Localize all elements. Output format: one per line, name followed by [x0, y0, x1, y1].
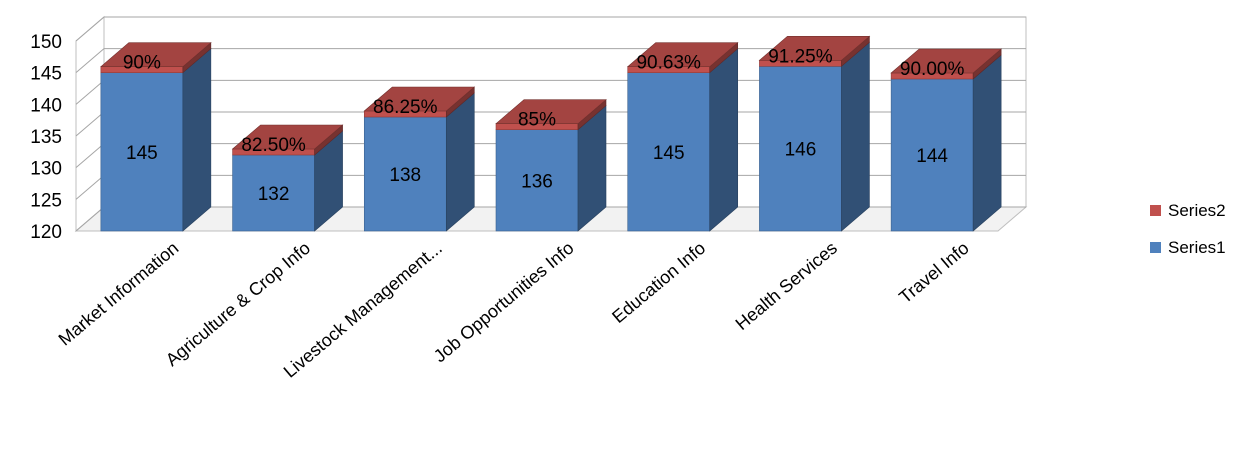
bar-series1-side: [841, 41, 870, 232]
category-label: Health Services: [732, 238, 841, 334]
data-label-series1: 136: [521, 171, 553, 192]
category-label: Travel Info: [895, 238, 972, 308]
bar-series2-top: [100, 42, 212, 67]
bar-series1-front: [363, 116, 447, 232]
bar-series1-front: [232, 154, 315, 232]
data-label-series2: 90%: [123, 53, 161, 74]
category-label: Education Info: [608, 238, 709, 327]
category-label: Agriculture & Crop Info: [162, 238, 314, 370]
bar-series2-top: [626, 42, 739, 67]
bar-series1-front: [890, 78, 974, 232]
bar-series1-side: [972, 54, 1002, 232]
bar-series2-top: [231, 124, 344, 150]
legend-label: Series2: [1168, 201, 1226, 220]
data-label-series1: 146: [785, 140, 817, 161]
gridline: [75, 16, 1026, 42]
bar-series2-top: [495, 99, 607, 124]
y-tick-label: 140: [30, 95, 62, 116]
y-tick-label: 150: [30, 32, 62, 53]
category-label: Job Opportunities Info: [430, 238, 578, 367]
data-label-series2: 85%: [518, 110, 556, 131]
bar-series1-side: [709, 48, 739, 232]
category-label: Market Information: [55, 238, 183, 350]
bar-series1-front: [627, 72, 711, 232]
legend-swatch: [1150, 205, 1161, 216]
y-tick-label: 120: [30, 222, 62, 243]
data-label-series1: 132: [258, 184, 290, 205]
y-tick-label: 135: [30, 127, 62, 148]
data-label-series2: 82.50%: [241, 135, 306, 156]
data-label-series1: 144: [916, 146, 948, 167]
y-tick-label: 125: [30, 190, 62, 211]
bar-series1-front: [100, 72, 184, 232]
data-label-series2: 90.00%: [900, 59, 965, 80]
bar-series2-top: [758, 36, 871, 61]
bar-series1-front: [759, 66, 842, 232]
data-label-series2: 90.63%: [636, 53, 701, 74]
legend-label: Series1: [1168, 238, 1226, 257]
y-tick-label: 145: [30, 64, 62, 85]
data-label-series2: 86.25%: [373, 97, 438, 118]
legend-swatch: [1150, 242, 1161, 253]
bar-series2-top: [890, 48, 1002, 74]
data-label-series2: 91.25%: [768, 46, 833, 67]
data-label-series1: 145: [126, 143, 158, 164]
bar-series1-side: [182, 48, 212, 232]
data-label-series1: 138: [389, 165, 421, 186]
y-tick-label: 130: [30, 159, 62, 180]
bar-series1-front: [495, 129, 579, 232]
data-label-series1: 145: [653, 143, 685, 164]
bar-series2-top: [363, 86, 476, 112]
